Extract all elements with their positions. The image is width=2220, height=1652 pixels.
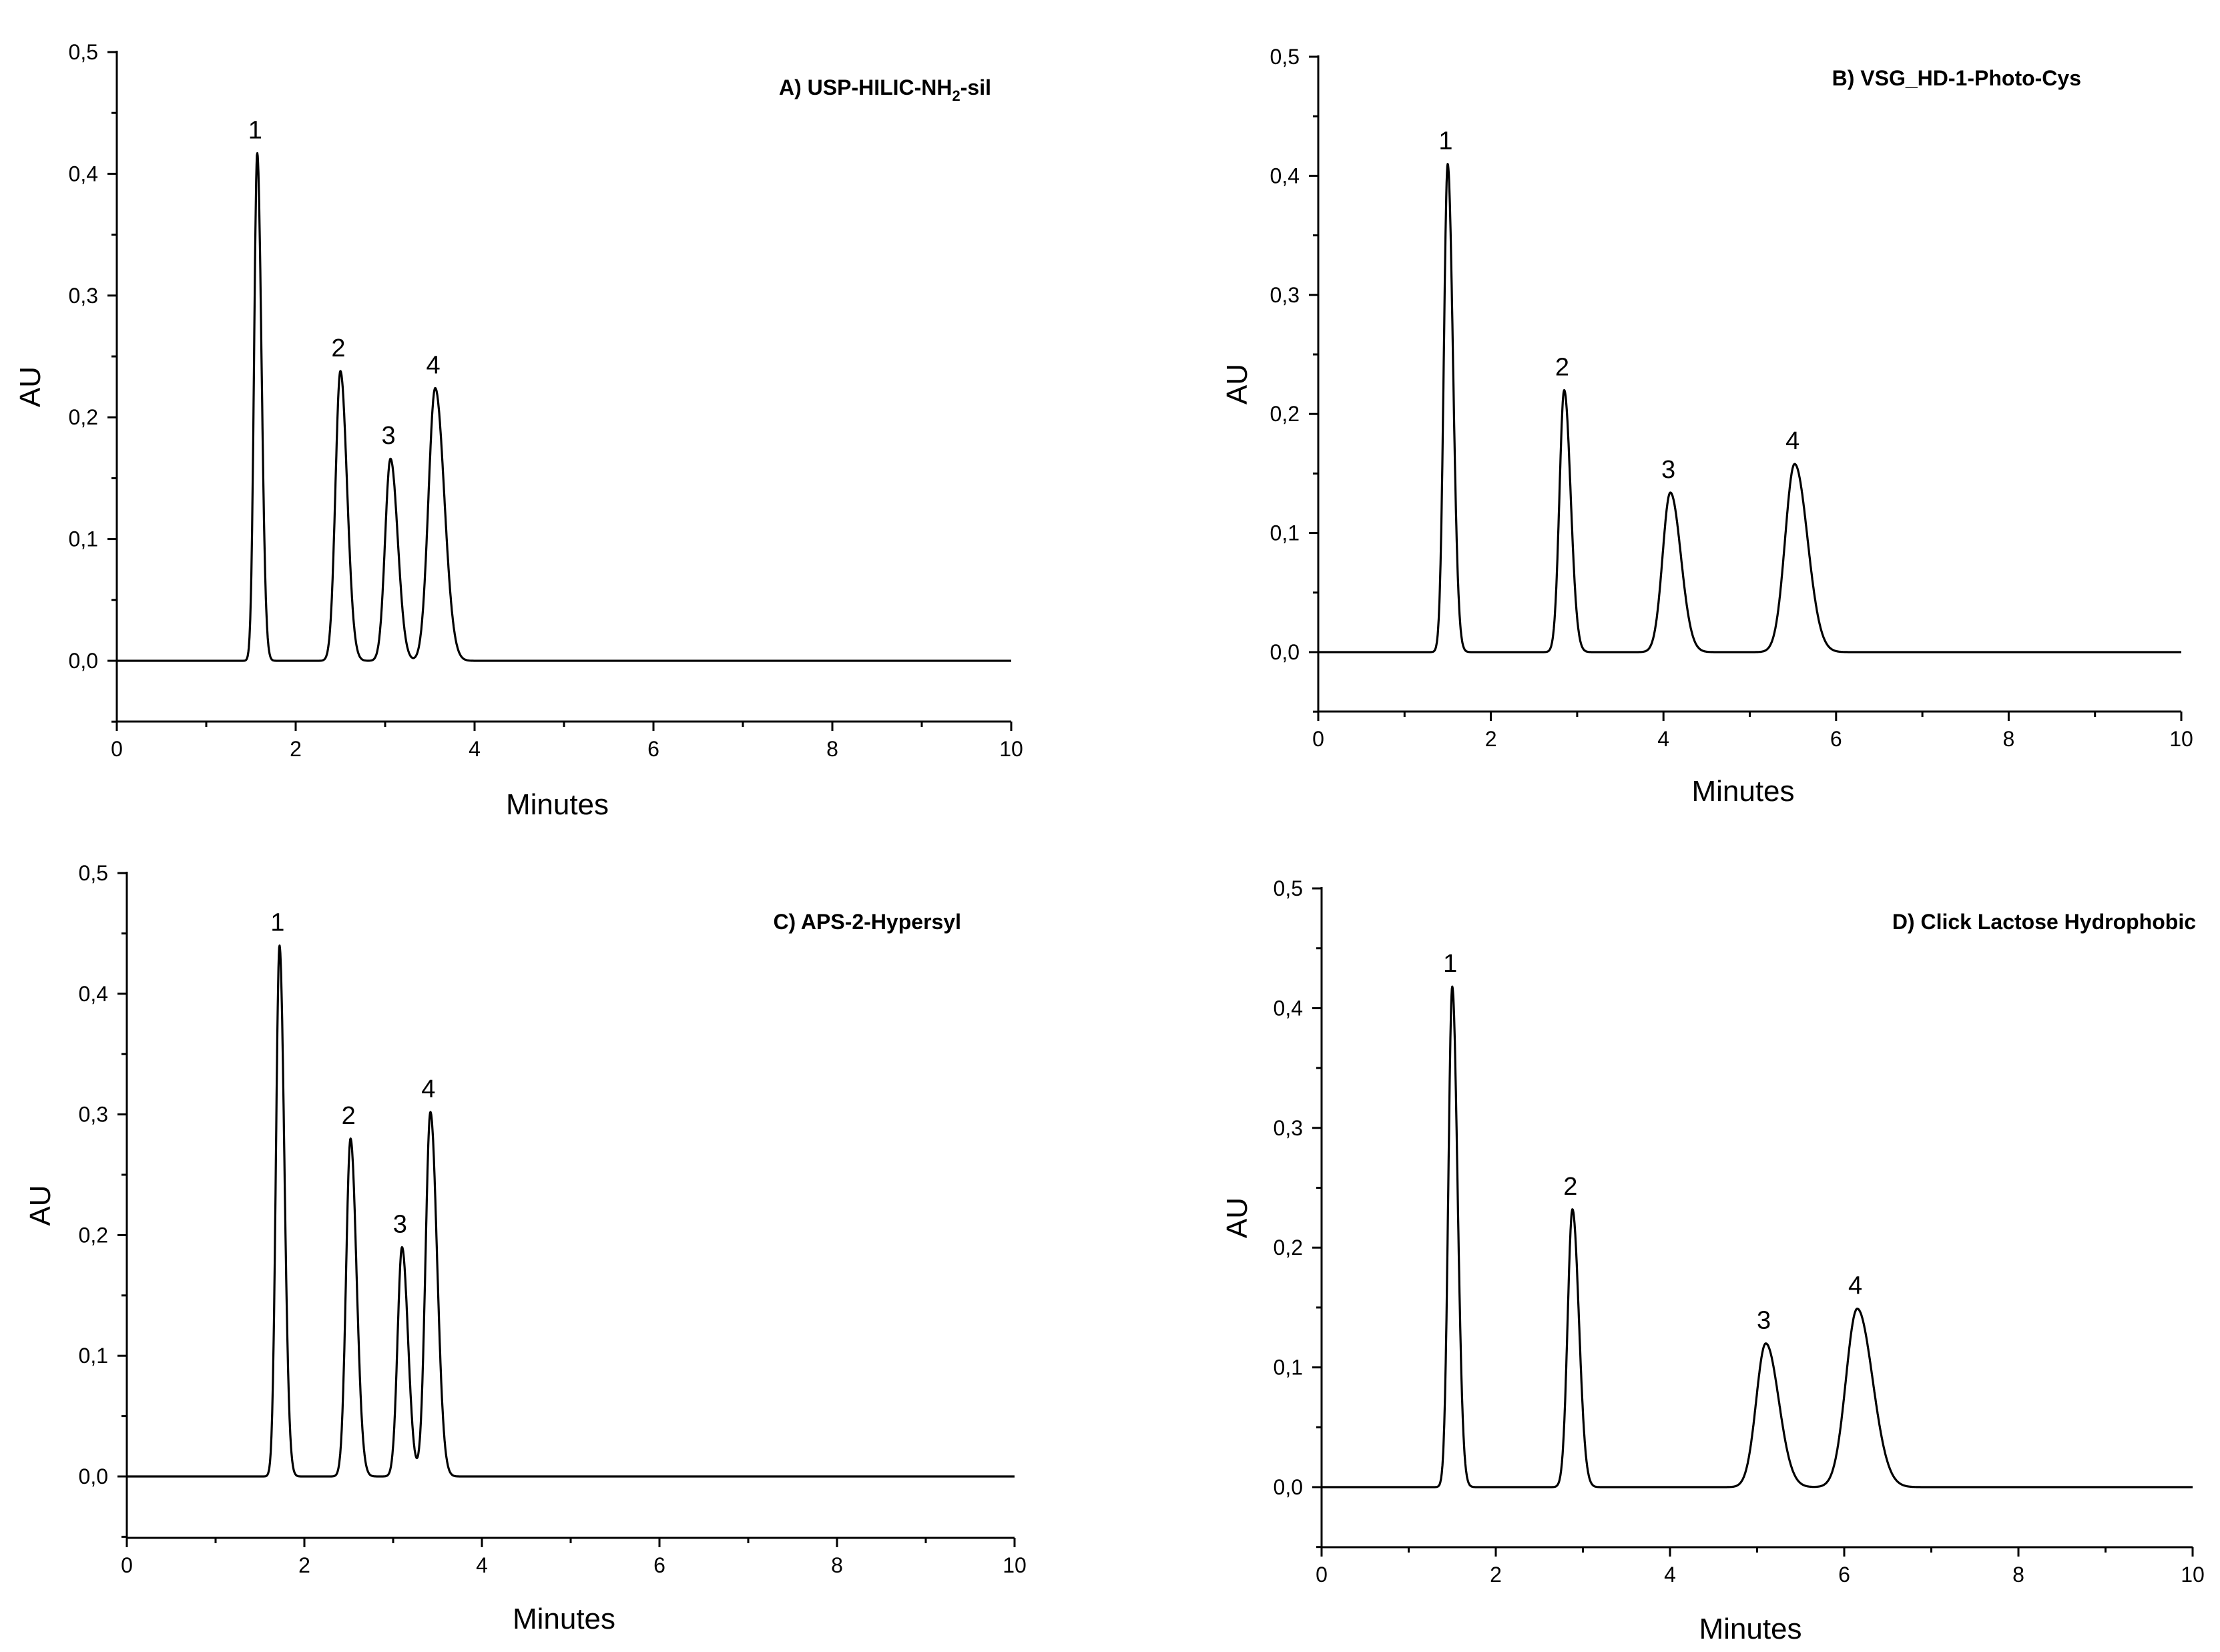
x-axis-title: Minutes [1691, 775, 1794, 808]
y-tick-label: 0,0 [1270, 640, 1300, 664]
y-tick-label: 0,2 [69, 405, 98, 429]
x-tick-label: 6 [647, 737, 659, 761]
x-tick-label: 6 [653, 1553, 665, 1577]
peak-label-4: 4 [1785, 427, 1799, 455]
x-tick-label: 0 [121, 1553, 133, 1577]
chart-panel-b: 0,0 0,1 0,2 0,3 0,4 0,5 0 2 4 6 8 10 Minutes AU B) VSG… [1221, 45, 2193, 808]
y-tick-label: 0,0 [79, 1464, 108, 1488]
y-tick-label: 0,3 [69, 284, 98, 308]
chart-panel-c: 0,0 0,1 0,2 0,3 0,4 0,5 0 2 4 6 8 10 Minutes AU C) APS… [24, 861, 1027, 1635]
chromatogram-trace [1320, 985, 2194, 1488]
x-tick-label: 2 [290, 737, 302, 761]
peak-label-2: 2 [1563, 1173, 1577, 1201]
x-tick-label: 0 [1312, 727, 1324, 751]
x-tick-label: 10 [2181, 1563, 2205, 1587]
y-tick-label: 0,1 [69, 527, 98, 551]
y-tick-label: 0,3 [79, 1103, 108, 1127]
peak-label-1: 1 [1443, 950, 1457, 978]
chart-panel-a: 0,0 0,1 0,2 0,3 0,4 0,5 0 2 4 6 8 10 Minutes AU A) USP… [14, 40, 1023, 821]
x-tick-label: 6 [1838, 1563, 1850, 1587]
chart-panel-d: 0,0 0,1 0,2 0,3 0,4 0,5 0 2 4 6 8 10 Minutes AU D) Cli… [1221, 876, 2205, 1645]
panel-title: A) USP-HILIC-NH2-sil [779, 75, 991, 104]
y-tick-label: 0,0 [1274, 1475, 1303, 1499]
x-tick-label: 4 [1664, 1563, 1676, 1587]
x-axis-title: Minutes [506, 788, 609, 821]
x-tick-label: 8 [826, 737, 838, 761]
x-axis-title: Minutes [1699, 1613, 1801, 1645]
x-tick-label: 10 [1003, 1553, 1027, 1577]
y-tick-label: 0,4 [1270, 164, 1300, 188]
x-tick-label: 2 [1490, 1563, 1502, 1587]
y-tick-label: 0,5 [1274, 876, 1303, 900]
x-tick-label: 0 [1316, 1563, 1328, 1587]
panel-title: C) APS-2-Hypersyl [773, 910, 961, 934]
y-tick-label: 0,5 [1270, 45, 1300, 69]
y-tick-label: 0,4 [69, 162, 98, 186]
y-tick-label: 0,3 [1270, 283, 1300, 307]
chromatogram-trace [116, 152, 1012, 662]
x-tick-label: 4 [469, 737, 481, 761]
chromatogram-trace [126, 944, 1015, 1478]
x-tick-label: 4 [1657, 727, 1669, 751]
x-tick-label: 2 [1485, 727, 1497, 751]
x-tick-label: 2 [298, 1553, 310, 1577]
peak-label-4: 4 [426, 351, 440, 379]
y-tick-label: 0,2 [79, 1223, 108, 1247]
peak-label-1: 1 [1438, 127, 1452, 156]
y-tick-label: 0,2 [1270, 402, 1300, 426]
x-tick-label: 0 [111, 737, 123, 761]
y-tick-label: 0,1 [1274, 1356, 1303, 1380]
peak-label-2: 2 [1555, 354, 1569, 382]
y-axis-title: AU [14, 366, 47, 407]
peak-label-4: 4 [421, 1075, 435, 1103]
y-tick-label: 0,5 [69, 40, 98, 64]
peak-label-4: 4 [1848, 1272, 1862, 1300]
panel-title: B) VSG_HD-1-Photo-Cys [1832, 66, 2081, 90]
x-tick-label: 8 [831, 1553, 843, 1577]
y-axis-title: AU [24, 1185, 57, 1225]
peak-label-3: 3 [1757, 1307, 1771, 1335]
panel-title: D) Click Lactose Hydrophobic [1892, 910, 2196, 934]
chromatogram-trace [1317, 163, 2183, 653]
peak-label-1: 1 [270, 908, 284, 936]
x-tick-label: 8 [2012, 1563, 2024, 1587]
y-axis-title: AU [1221, 1197, 1254, 1238]
peak-label-3: 3 [1661, 456, 1675, 484]
x-tick-label: 10 [999, 737, 1023, 761]
y-tick-label: 0,1 [79, 1344, 108, 1368]
x-tick-label: 4 [476, 1553, 488, 1577]
y-tick-label: 0,0 [69, 649, 98, 673]
y-tick-label: 0,4 [1274, 996, 1303, 1020]
x-tick-label: 8 [2003, 727, 2015, 751]
peak-label-2: 2 [331, 334, 345, 362]
x-axis-title: Minutes [513, 1603, 615, 1635]
y-tick-label: 0,5 [79, 861, 108, 885]
y-tick-label: 0,2 [1274, 1235, 1303, 1260]
x-tick-label: 6 [1830, 727, 1842, 751]
y-tick-label: 0,3 [1274, 1116, 1303, 1140]
y-tick-label: 0,4 [79, 982, 108, 1006]
peak-label-1: 1 [248, 116, 262, 144]
peak-label-2: 2 [342, 1102, 356, 1130]
peak-label-3: 3 [393, 1210, 407, 1238]
peak-label-3: 3 [381, 422, 395, 450]
y-axis-title: AU [1221, 364, 1254, 404]
y-tick-label: 0,1 [1270, 521, 1300, 545]
x-tick-label: 10 [2169, 727, 2193, 751]
